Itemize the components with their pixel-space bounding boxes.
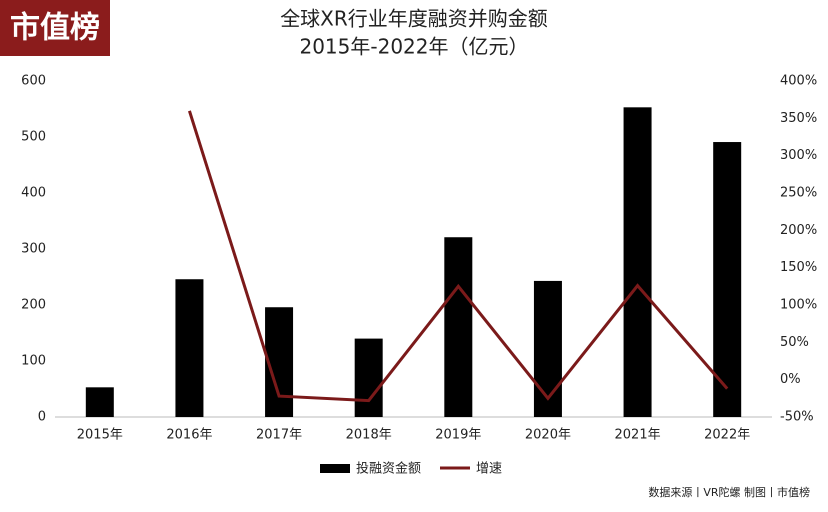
bar — [354, 338, 383, 417]
line — [188, 110, 729, 403]
bar — [713, 142, 742, 418]
bar — [623, 107, 652, 417]
logo-box — [0, 0, 110, 56]
y-tick-label: 500 — [21, 130, 46, 145]
y2-tick-label: 250% — [780, 186, 817, 201]
y2-tick-label: 350% — [780, 111, 817, 126]
chart-title: 全球XR行业年度融资并购金额 — [280, 7, 548, 31]
bar — [175, 279, 204, 417]
y-tick-label: 300 — [21, 242, 46, 257]
legend-swatch — [320, 464, 350, 473]
y-tick-label: 400 — [21, 186, 46, 201]
y-tick-label: 200 — [21, 298, 46, 313]
bar — [444, 237, 473, 417]
x-tick-label: 2022年 — [704, 428, 750, 443]
logo: 市值榜 — [10, 11, 100, 46]
x-tick-label: 2019年 — [435, 428, 481, 443]
y2-tick-label: 200% — [780, 223, 817, 238]
x-tick-label: 2015年 — [77, 428, 123, 443]
y-tick-label: 100 — [21, 354, 46, 369]
y2-tick-label: 300% — [780, 148, 817, 163]
x-tick-label: 2016年 — [166, 428, 212, 443]
y-tick-label: 600 — [21, 74, 46, 89]
x-tick-label: 2018年 — [346, 428, 392, 443]
legend-label: 投融资金额 — [356, 461, 421, 477]
source: 数据来源丨VR陀螺 制图丨市值榜 — [648, 485, 810, 499]
bar — [85, 387, 114, 417]
chart-subtitle: 2015年-2022年（亿元） — [299, 35, 528, 59]
y2-tick-label: 400% — [780, 74, 817, 89]
y2-tick-label: 50% — [780, 335, 809, 350]
x-tick-label: 2017年 — [256, 428, 302, 443]
x-tick-label: 2020年 — [525, 428, 571, 443]
y-tick-label: 0 — [38, 410, 46, 425]
bar — [533, 280, 562, 417]
y2-tick-label: 100% — [780, 298, 817, 313]
y2-tick-label: -50% — [780, 410, 814, 425]
y2-tick-label: 0% — [780, 372, 801, 387]
x-tick-label: 2021年 — [615, 428, 661, 443]
legend-label: 增速 — [476, 462, 502, 477]
y2-tick-label: 150% — [780, 260, 817, 275]
